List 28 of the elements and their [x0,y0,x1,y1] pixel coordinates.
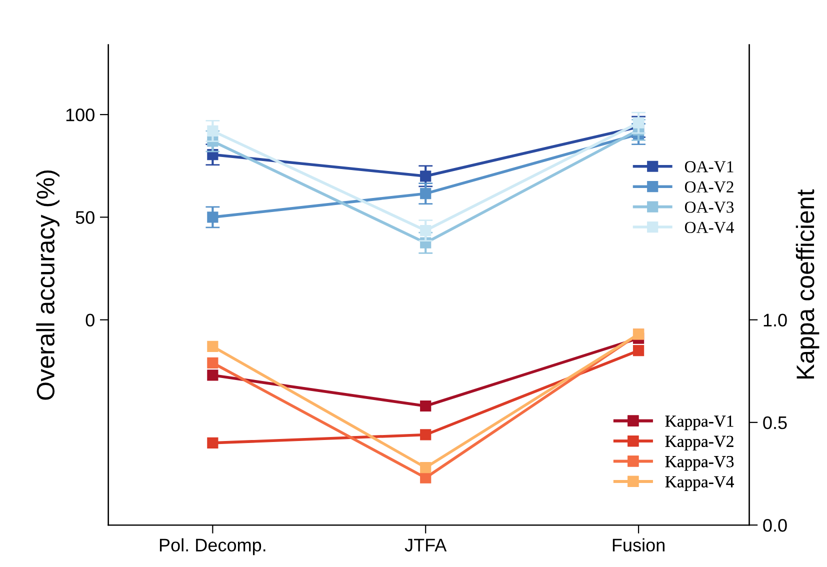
legend-label: OA-V3 [684,202,734,213]
point [207,370,218,381]
y2-tick-label: 0.0 [763,518,787,532]
point [420,400,432,412]
y-axis-title: Overall accuracy (%) [36,170,60,400]
point [420,462,432,474]
y-tick-label: 50 [76,211,94,224]
legend-label: OA-V4 [684,222,734,234]
y2-tick-label: 0.5 [763,416,787,430]
point [420,472,432,484]
point [632,345,644,356]
y-tick-label: 0 [86,314,94,327]
x-tick-label: Pol. Decomp. [160,538,266,556]
legend-label: Kappa-V4 [665,476,734,491]
y2-axis-title: Kappa coefficient [796,189,820,379]
point [420,429,432,440]
legend-label: OA-V1 [684,161,734,172]
point [207,357,218,368]
legend-label: Kappa-V1 [665,416,734,430]
legend-label: OA-V2 [684,181,734,193]
point [207,340,218,352]
x-tick-label: Fusion [612,538,664,552]
x-tick-label: JTFA [404,538,447,552]
point [207,437,218,449]
legend-label: Kappa-V3 [665,456,734,471]
y-tick-label: 100 [66,108,94,122]
legend-label: Kappa-V2 [665,436,734,450]
y2-tick-label: 1.0 [764,314,787,327]
